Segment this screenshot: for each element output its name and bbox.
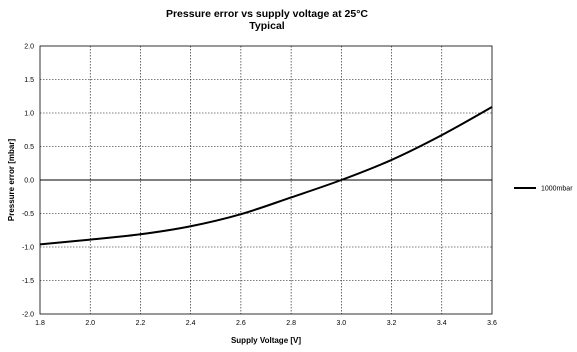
plot-area xyxy=(39,45,493,315)
x-tick-label: 2.4 xyxy=(186,320,196,327)
y-tick-label: -2.0 xyxy=(22,312,34,319)
y-tick-label: 0.5 xyxy=(24,144,34,151)
x-tick-label: 3.0 xyxy=(336,320,346,327)
x-tick-label: 2.0 xyxy=(85,320,95,327)
x-tick-labels: 1.8 2.0 2.2 2.4 2.6 2.8 3.0 3.2 3.4 3.6 xyxy=(35,320,497,327)
x-axis-title: Supply Voltage [V] xyxy=(231,336,301,345)
legend: 1000mbar xyxy=(514,186,573,193)
y-tick-label: 2.0 xyxy=(24,44,34,51)
y-tick-label: 1.0 xyxy=(24,111,34,118)
legend-label-1000mbar: 1000mbar xyxy=(541,186,573,193)
x-tick-label: 2.2 xyxy=(136,320,146,327)
x-tick-label: 3.2 xyxy=(387,320,397,327)
y-tick-label: -1.5 xyxy=(22,278,34,285)
x-tick-label: 3.6 xyxy=(487,320,497,327)
x-tick-label: 2.8 xyxy=(286,320,296,327)
x-tick-label: 1.8 xyxy=(35,320,45,327)
x-tick-label: 2.6 xyxy=(236,320,246,327)
y-axis-title: Pressure error [mbar] xyxy=(7,139,16,222)
y-tick-labels: 2.0 1.5 1.0 0.5 0.0 -0.5 -1.0 -1.5 -2.0 xyxy=(22,44,34,319)
chart-title: Pressure error vs supply voltage at 25°C xyxy=(166,8,368,20)
y-tick-label: 1.5 xyxy=(24,77,34,84)
y-tick-label: 0.0 xyxy=(24,178,34,185)
series-line-1000mbar xyxy=(39,106,493,246)
y-tick-label: -1.0 xyxy=(22,245,34,252)
y-tick-label: -0.5 xyxy=(22,211,34,218)
chart-subtitle: Typical xyxy=(249,20,284,32)
grid-lines xyxy=(40,46,492,314)
x-tick-label: 3.4 xyxy=(437,320,447,327)
series-group xyxy=(39,106,493,246)
